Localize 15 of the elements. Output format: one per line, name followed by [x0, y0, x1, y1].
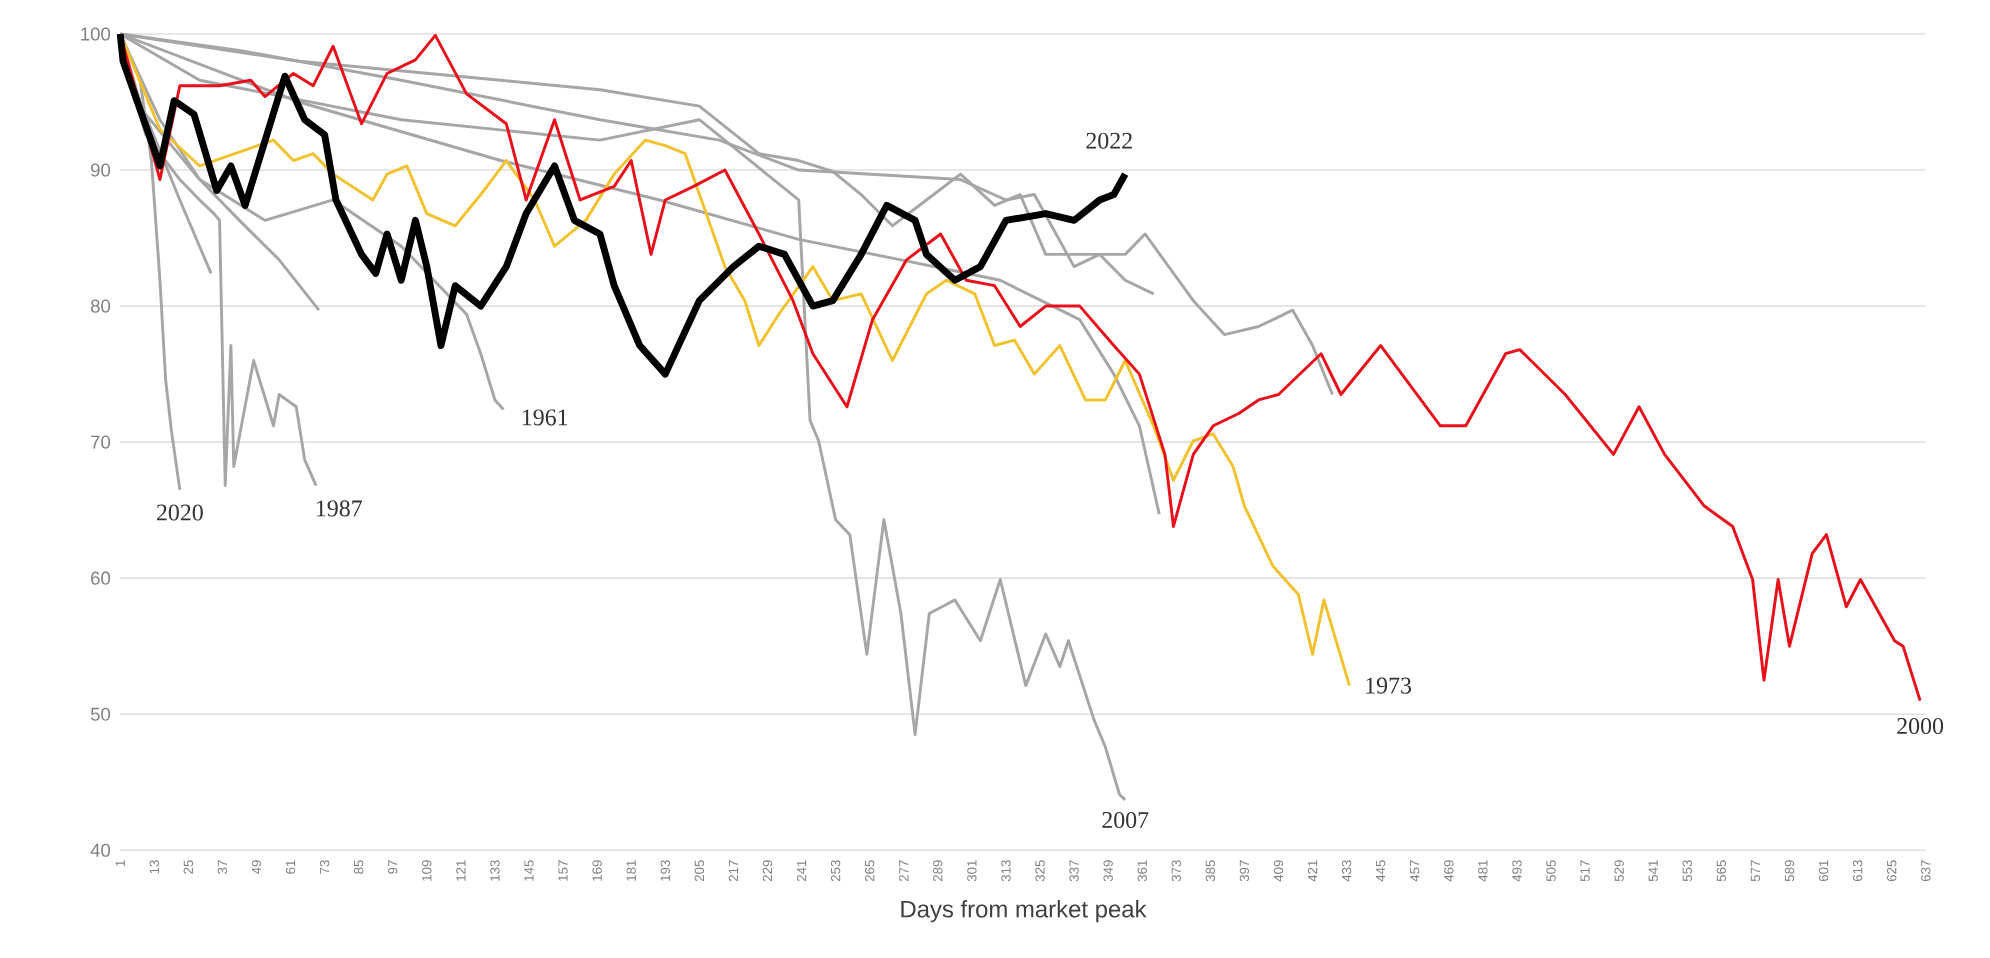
y-tick-label: 60: [91, 571, 111, 585]
y-tick-label: 80: [90, 299, 111, 313]
series-label: 1973: [1366, 677, 1412, 694]
series-label: 2022: [1086, 132, 1132, 150]
y-tick-label: 90: [91, 163, 111, 177]
series-label: 2007: [1102, 812, 1149, 829]
x-axis-title: Days from market peak: [901, 900, 1147, 923]
series-label: 2000: [1897, 718, 1944, 735]
series-label: 1987: [316, 500, 362, 517]
y-tick-label: 50: [90, 707, 111, 721]
y-tick-label: 40: [90, 843, 111, 858]
y-tick-label: 70: [91, 435, 111, 449]
series-label: 1961: [522, 409, 568, 426]
y-tick-label: 100: [81, 27, 111, 41]
series-label: 2020: [156, 504, 203, 521]
